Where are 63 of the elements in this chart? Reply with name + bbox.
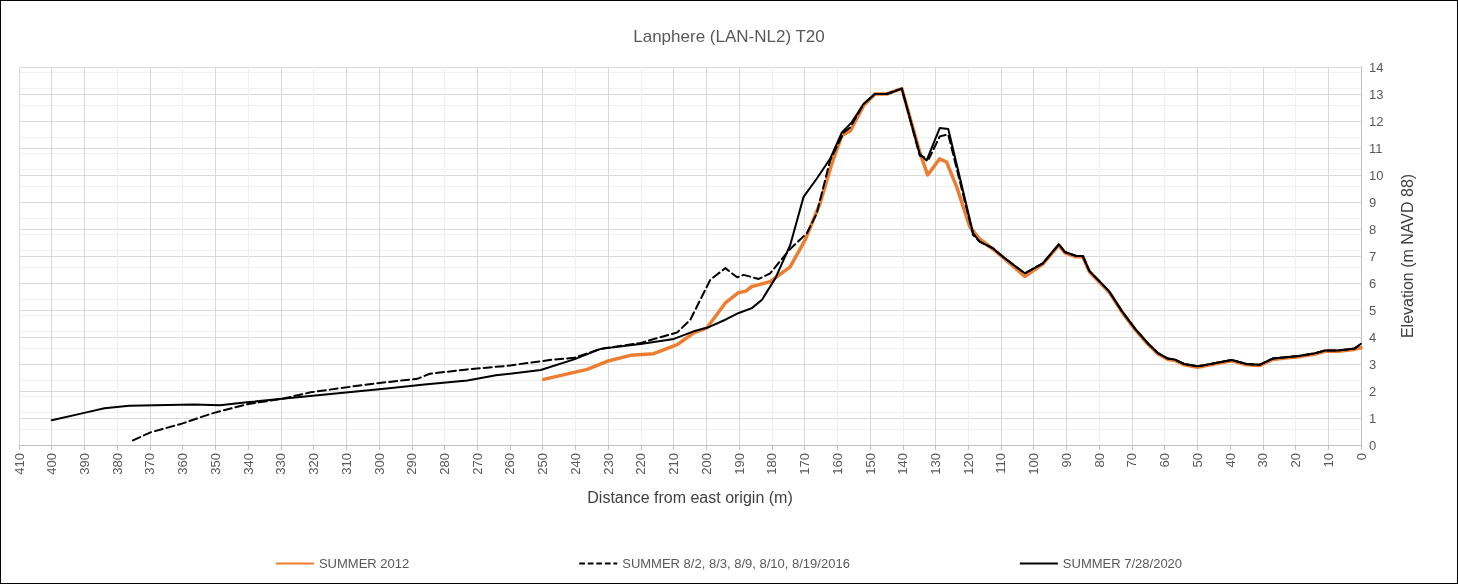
y-tick-label: 1 — [1369, 410, 1377, 426]
y-tick-label: 12 — [1369, 113, 1384, 129]
x-tick-label: 90 — [1058, 453, 1074, 468]
x-tick-label: 260 — [502, 453, 518, 475]
x-tick-label: 340 — [240, 453, 256, 475]
y-tick-label: 5 — [1369, 302, 1377, 318]
y-tick-label: 6 — [1369, 275, 1377, 291]
legend-label: SUMMER 8/2, 8/3, 8/9, 8/10, 8/19/2016 — [622, 556, 850, 571]
x-tick-label: 0 — [1353, 453, 1369, 461]
x-tick-label: 150 — [862, 453, 878, 475]
x-tick-label: 370 — [142, 453, 158, 475]
x-tick-label: 60 — [1157, 453, 1173, 468]
x-tick-label: 220 — [633, 453, 649, 475]
x-tick-label: 330 — [273, 453, 289, 475]
y-tick-label: 7 — [1369, 248, 1377, 264]
x-tick-label: 40 — [1222, 453, 1238, 468]
y-tick-label: 14 — [1369, 59, 1384, 75]
legend-label: SUMMER 7/28/2020 — [1062, 556, 1183, 571]
x-tick-label: 200 — [698, 453, 714, 475]
y-tick-label: 3 — [1369, 356, 1377, 372]
x-tick-label: 10 — [1320, 453, 1336, 468]
x-tick-label: 140 — [895, 453, 911, 475]
y-tick-label: 11 — [1369, 140, 1383, 156]
x-tick-label: 350 — [207, 453, 223, 475]
y-tick-label: 0 — [1369, 437, 1377, 453]
y-tick-label: 9 — [1369, 194, 1377, 210]
x-axis-title: Distance from east origin (m) — [587, 488, 793, 506]
x-tick-label: 230 — [600, 453, 616, 475]
x-tick-label: 270 — [469, 453, 485, 475]
x-tick-label: 400 — [44, 453, 60, 475]
x-tick-label: 310 — [338, 453, 354, 475]
x-tick-label: 20 — [1288, 453, 1304, 468]
x-tick-label: 190 — [731, 453, 747, 475]
x-tick-label: 30 — [1255, 453, 1271, 468]
y-tick-label: 2 — [1369, 383, 1377, 399]
x-tick-label: 130 — [927, 453, 943, 475]
legend-label: SUMMER 2012 — [318, 556, 410, 571]
x-tick-label: 180 — [764, 453, 780, 475]
x-tick-label: 120 — [960, 453, 976, 475]
y-tick-label: 13 — [1369, 86, 1384, 102]
x-tick-label: 390 — [76, 453, 92, 475]
x-tick-label: 290 — [404, 453, 420, 475]
x-tick-label: 410 — [11, 453, 27, 475]
x-tick-label: 80 — [1091, 453, 1107, 468]
x-tick-label: 300 — [371, 453, 387, 475]
x-tick-label: 240 — [567, 453, 583, 475]
x-tick-label: 160 — [829, 453, 845, 475]
y-tick-label: 8 — [1369, 221, 1377, 237]
chart-title: Lanphere (LAN-NL2) T20 — [633, 27, 825, 46]
x-tick-label: 210 — [666, 453, 682, 475]
y-tick-label: 10 — [1369, 167, 1384, 183]
x-tick-label: 50 — [1189, 453, 1205, 468]
x-tick-label: 320 — [306, 453, 322, 475]
y-tick-label: 4 — [1369, 329, 1377, 345]
x-tick-label: 250 — [535, 453, 551, 475]
y-axis-title: Elevation (m NAVD 88) — [1398, 173, 1416, 339]
x-tick-label: 110 — [993, 453, 1009, 474]
x-tick-label: 70 — [1124, 453, 1140, 468]
x-tick-label: 170 — [797, 453, 813, 475]
x-tick-label: 280 — [437, 453, 453, 475]
x-tick-label: 380 — [109, 453, 125, 475]
x-tick-label: 100 — [1026, 453, 1042, 475]
x-tick-label: 360 — [175, 453, 191, 475]
